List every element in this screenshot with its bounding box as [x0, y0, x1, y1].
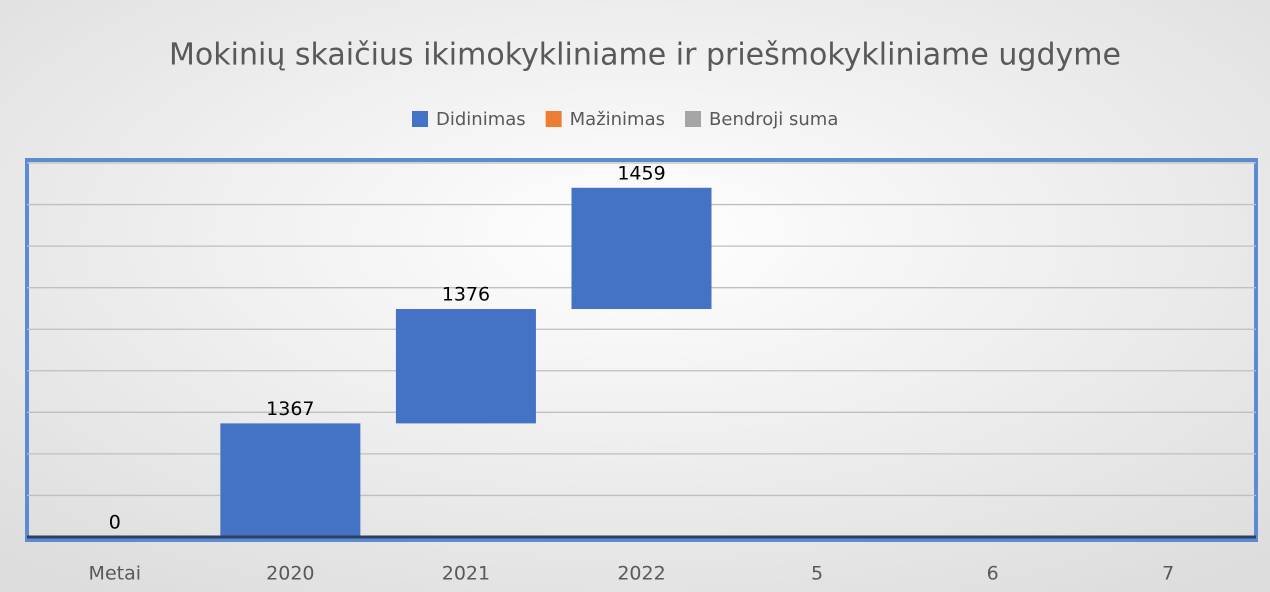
legend-swatch — [685, 111, 702, 127]
data-label: 0 — [109, 512, 121, 534]
bar — [220, 423, 361, 537]
data-label: 1459 — [617, 162, 665, 184]
x-tick-label: 6 — [987, 563, 999, 585]
data-label: 1367 — [266, 398, 314, 420]
legend-label: Didinimas — [436, 109, 526, 130]
x-tick-label: 2021 — [442, 563, 490, 585]
legend-label: Mažinimas — [570, 109, 665, 130]
bar — [395, 309, 536, 424]
legend-swatch — [412, 111, 428, 127]
bar — [571, 187, 712, 310]
x-tick-label: 2020 — [266, 563, 314, 585]
x-tick-label: 2022 — [617, 563, 665, 585]
plot-frame — [25, 158, 1258, 542]
x-tick-label: Metai — [89, 563, 141, 585]
x-tick-label: 7 — [1162, 563, 1174, 585]
chart-title: Mokinių skaičius ikimokykliniame ir prie… — [169, 38, 1121, 73]
legend-label: Bendroji suma — [709, 109, 838, 130]
legend-swatch — [545, 111, 562, 127]
legend: Didinimas Mažinimas Bendroji suma — [412, 109, 838, 130]
data-label: 1376 — [442, 284, 490, 306]
x-tick-label: 5 — [811, 563, 823, 585]
